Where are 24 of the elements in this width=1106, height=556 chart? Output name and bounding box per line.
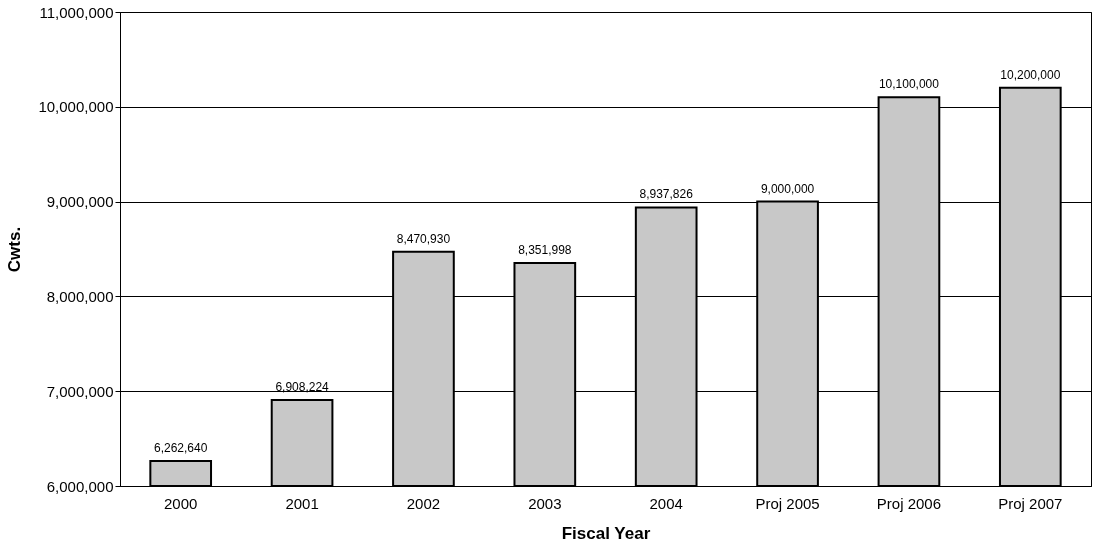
x-tick-label: 2000	[164, 494, 198, 512]
data-label: 6,908,224	[275, 379, 330, 394]
y-tick-label: 7,000,000	[46, 382, 114, 400]
y-tick-label: 6,000,000	[46, 477, 114, 495]
data-label: 9,000,000	[760, 181, 815, 196]
y-tick-label: 11,000,000	[39, 3, 114, 21]
data-label: 10,200,000	[1000, 67, 1061, 82]
x-tick-label: 2002	[406, 494, 441, 512]
x-tick-label: 2001	[285, 494, 319, 512]
y-tick-label: 8,000,000	[46, 287, 114, 305]
y-axis-title: Cwts.	[5, 226, 25, 273]
x-tick-label: Proj 2007	[998, 494, 1063, 512]
x-tick-label: 2003	[528, 494, 562, 512]
data-label: 10,100,000	[878, 77, 940, 92]
data-label: 8,470,930	[396, 231, 451, 246]
x-tick-label: Proj 2005	[755, 494, 820, 512]
y-tick-label: 9,000,000	[46, 193, 114, 211]
y-tick-label: 10,000,000	[38, 98, 114, 116]
data-label: 6,262,640	[153, 441, 208, 456]
x-tick-label: Proj 2006	[876, 494, 942, 512]
data-label: 8,351,998	[518, 243, 572, 258]
data-label: 8,937,826	[639, 187, 694, 202]
x-tick-label: 2004	[649, 494, 683, 512]
x-axis-title: Fiscal Year	[561, 523, 651, 543]
